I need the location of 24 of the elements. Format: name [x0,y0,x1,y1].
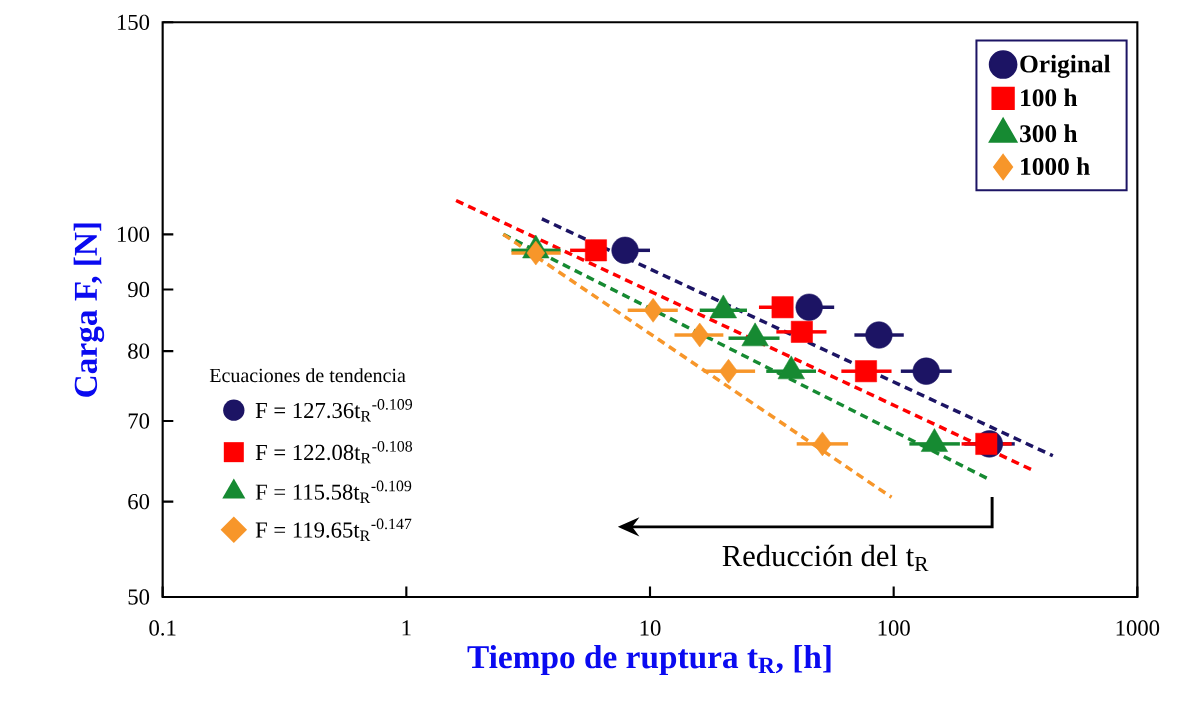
y-tick-label: 60 [128,493,150,510]
legend-label: 100 h [1021,88,1078,107]
y-tick-label: 90 [128,281,150,298]
y-tick-label: 80 [128,343,150,359]
legend-label: 1000 h [1021,157,1090,176]
x-tick-label: 1000 [1116,620,1160,636]
x-axis-title: Tiempo de ruptura t$_{R}$, [h] [467,644,831,676]
y-tick-label: 50 [128,589,150,605]
legend-label: F = 119.65t$_{R}$-0.147 [255,518,412,541]
annotation: Reducción del t$_{R}$ [722,544,929,572]
legend-label: Original [1020,54,1111,78]
x-tick-label: 100 [878,620,910,636]
legend-label: 300 h [1020,124,1078,143]
x-tick-label: 0.1 [149,620,176,636]
annotation: Ecuaciones de tendencia [209,368,406,383]
y-tick-label: 150 [117,14,150,30]
y-tick-label: 70 [128,413,150,429]
x-tick-label: 10 [640,620,661,636]
legend-label: F = 115.58t$_{R}$-0.109 [255,480,412,503]
legend-label: F = 122.08t$_{R}$-0.108 [255,440,413,464]
y-axis-title: Carga F, [N] [73,223,105,397]
y-tick-label: 100 [117,226,150,243]
x-tick-label: 1 [402,620,411,636]
legend-label: F = 127.36t$_{R}$-0.109 [255,399,413,422]
